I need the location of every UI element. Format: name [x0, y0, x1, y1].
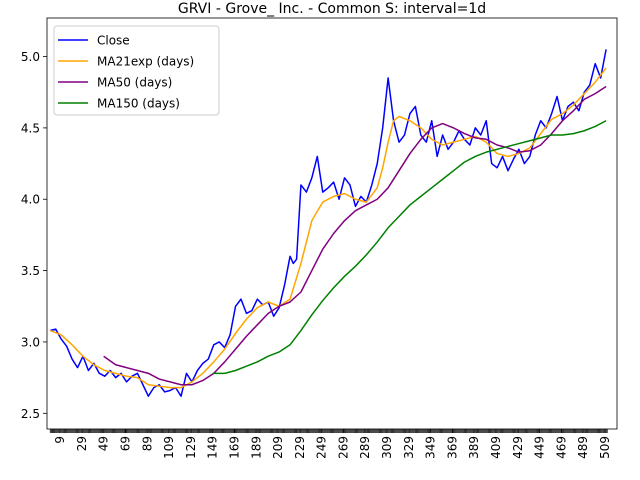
y-tick-label: 5.0	[21, 50, 40, 64]
x-tick-label: 29	[75, 436, 89, 451]
x-tick-label: 49	[97, 436, 111, 451]
x-tick-label: 289	[358, 436, 372, 459]
x-tick-label: 109	[162, 436, 176, 459]
x-tick-label: 309	[380, 436, 394, 459]
series-line-ma150-days	[212, 120, 607, 375]
y-tick-label: 4.0	[21, 193, 40, 207]
x-tick-label: 69	[118, 436, 132, 451]
x-tick-label: 209	[271, 436, 285, 459]
y-tick-label: 3.5	[21, 264, 40, 278]
series-line-ma21exp-days	[49, 67, 607, 389]
x-tick-label: 449	[533, 436, 547, 459]
series-layer	[49, 49, 607, 397]
plot-area: 2.5 3.0 3.5 4.0 4.5 5.0 9 29 49 69 89 109 129 149 169…	[21, 17, 618, 459]
x-tick-label: 9	[53, 436, 67, 444]
x-tick-label: 229	[293, 436, 307, 459]
x-axis: 9 29 49 69 89 109 129 149 169 189 209 229 249 269 289 3…	[49, 429, 612, 459]
x-tick-label: 409	[489, 436, 503, 459]
x-tick-label: 149	[206, 436, 220, 459]
x-tick-label: 389	[467, 436, 481, 459]
y-tick-label: 3.0	[21, 335, 40, 349]
series-line-close	[50, 49, 607, 397]
legend-frame	[53, 25, 220, 116]
x-tick-label: 509	[598, 436, 612, 459]
x-tick-label: 269	[336, 436, 350, 459]
y-axis: 2.5 3.0 3.5 4.0 4.5 5.0	[21, 50, 47, 421]
x-tick-label: 349	[424, 436, 438, 459]
legend-label: MA21exp (days)	[97, 55, 194, 69]
x-tick-label: 489	[576, 436, 590, 459]
legend-label: MA150 (days)	[97, 97, 180, 111]
legend-label: MA50 (days)	[97, 76, 172, 90]
legend: Close MA21exp (days) MA50 (days) MA150 (day…	[53, 25, 220, 116]
x-tick-label: 189	[249, 436, 263, 459]
chart-title: GRVI - Grove_ Inc. - Common S: interval=…	[178, 1, 486, 17]
x-tick-label: 369	[445, 436, 459, 459]
axes-frame	[46, 17, 618, 430]
x-tick-label: 129	[184, 436, 198, 459]
legend-items: Close MA21exp (days) MA50 (days) MA150 (day…	[58, 34, 194, 111]
legend-label: Close	[97, 34, 130, 48]
x-tick-label: 249	[315, 436, 329, 459]
x-tick-label: 89	[140, 436, 154, 451]
y-tick-label: 2.5	[21, 407, 40, 421]
series-line-ma50-days	[103, 85, 607, 386]
x-tick-label: 429	[511, 436, 525, 459]
y-tick-label: 4.5	[21, 121, 40, 135]
x-minor-ticks	[49, 429, 608, 433]
x-tick-label: 169	[227, 436, 241, 459]
x-tick-label: 469	[554, 436, 568, 459]
x-tick-label: 329	[402, 436, 416, 459]
